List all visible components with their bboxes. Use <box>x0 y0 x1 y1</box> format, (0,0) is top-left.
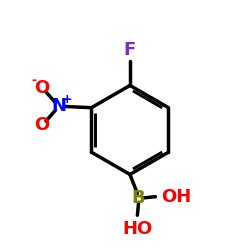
Text: N: N <box>52 98 67 116</box>
Text: O: O <box>34 116 50 134</box>
Text: B: B <box>132 189 145 207</box>
Text: -: - <box>32 74 36 86</box>
Text: +: + <box>62 92 72 106</box>
Text: O: O <box>34 79 50 97</box>
Text: F: F <box>124 42 136 60</box>
Text: HO: HO <box>122 220 152 238</box>
Text: OH: OH <box>161 188 191 206</box>
